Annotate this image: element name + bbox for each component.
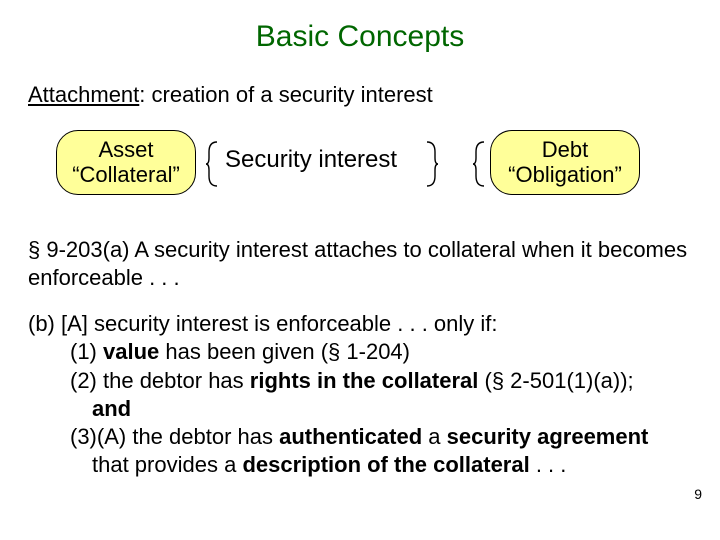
brace-icon — [472, 140, 486, 188]
bold-text: and — [92, 396, 131, 421]
attachment-definition: Attachment: creation of a security inter… — [0, 54, 720, 108]
bold-text: value — [103, 339, 159, 364]
bold-text: rights in the collateral — [250, 368, 479, 393]
brace-icon — [425, 140, 439, 188]
page-number: 9 — [694, 486, 702, 502]
statute-b-item3: (3)(A) the debtor has authenticated a se… — [28, 423, 692, 451]
attachment-rest: : creation of a security interest — [139, 82, 432, 107]
bold-text: security agreement — [447, 424, 649, 449]
statute-b-item2-and: and — [28, 395, 692, 423]
text: (1) — [70, 339, 103, 364]
bold-text: authenticated — [279, 424, 422, 449]
text: has been given (§ 1-204) — [159, 339, 410, 364]
text: (3)(A) the debtor has — [70, 424, 279, 449]
statute-9-203b: (b) [A] security interest is enforceable… — [0, 310, 720, 479]
security-interest-label: Security interest — [225, 146, 397, 174]
asset-bubble: Asset “Collateral” — [56, 130, 196, 195]
text: that provides a — [92, 452, 242, 477]
statute-b-item3-line2: that provides a description of the colla… — [28, 451, 692, 479]
statute-b-item1: (1) value has been given (§ 1-204) — [28, 338, 692, 366]
brace-icon — [205, 140, 219, 188]
statute-b-item2: (2) the debtor has rights in the collate… — [28, 367, 692, 395]
concept-diagram: Asset “Collateral” Security interest Deb… — [0, 124, 720, 224]
asset-line2: “Collateral” — [69, 162, 183, 187]
statute-b-lead: (b) [A] security interest is enforceable… — [28, 310, 692, 338]
text: (§ 2-501(1)(a)); — [478, 368, 633, 393]
statute-9-203a: § 9-203(a) A security interest attaches … — [0, 236, 720, 292]
debt-line2: “Obligation” — [503, 162, 627, 187]
debt-line1: Debt — [503, 137, 627, 162]
text: (2) the debtor has — [70, 368, 250, 393]
text: . . . — [530, 452, 567, 477]
debt-bubble: Debt “Obligation” — [490, 130, 640, 195]
text: a — [422, 424, 446, 449]
asset-line1: Asset — [69, 137, 183, 162]
page-title: Basic Concepts — [0, 0, 720, 54]
attachment-label: Attachment — [28, 82, 139, 107]
bold-text: description of the collateral — [242, 452, 529, 477]
